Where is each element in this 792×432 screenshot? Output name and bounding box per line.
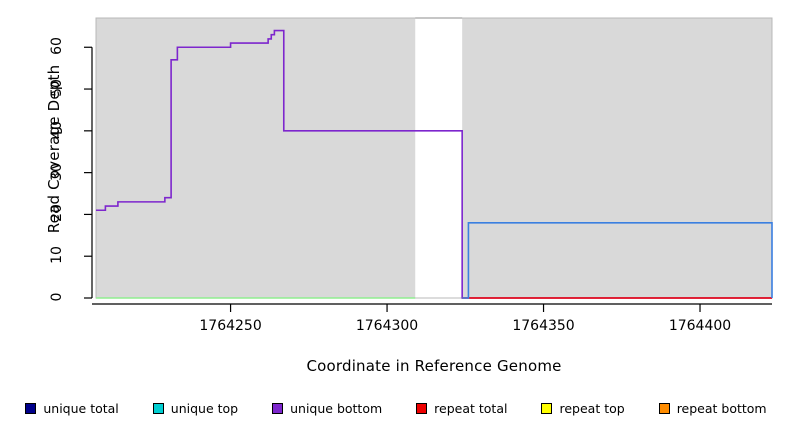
legend-label: unique top <box>170 400 239 416</box>
legend-item[interactable]: unique total <box>25 401 152 416</box>
legend-label: repeat total <box>434 400 508 416</box>
legend-label: unique total <box>43 400 119 416</box>
y-tick-label-wrap: 0 <box>40 289 74 307</box>
legend-swatch-icon <box>152 402 164 414</box>
y-tick-label: 20 <box>49 204 65 223</box>
y-tick-label-wrap: 40 <box>40 121 74 140</box>
y-tick-label-wrap: 20 <box>40 205 74 223</box>
legend-item[interactable]: unique top <box>152 400 272 416</box>
legend-swatch-icon <box>658 402 670 414</box>
x-axis-title: Coordinate in Reference Genome <box>306 357 562 375</box>
legend-item[interactable]: unique bottom <box>272 401 416 416</box>
legend-label: repeat bottom <box>676 400 767 416</box>
legend-swatch-icon <box>541 402 553 414</box>
legend-swatch-icon <box>272 402 284 414</box>
x-tick-label: 1764350 <box>512 318 575 334</box>
series-line-unique-total-right <box>462 221 773 299</box>
legend-label: unique bottom <box>290 400 383 416</box>
series-line-unique-bottom <box>96 29 772 299</box>
legend-label: repeat top <box>559 400 625 416</box>
coverage-gap-region <box>415 18 463 298</box>
legend-item[interactable]: repeat total <box>416 401 541 416</box>
chart-legend: unique total unique top unique bottom repea… <box>0 398 792 418</box>
y-tick-label: 30 <box>49 162 65 181</box>
y-tick-label: 50 <box>49 79 65 97</box>
y-tick-label-wrap: 50 <box>40 79 74 98</box>
x-tick-label: 1764300 <box>355 318 419 334</box>
y-tick-label-wrap: 60 <box>40 37 74 56</box>
y-tick-label-wrap: 30 <box>40 163 74 182</box>
legend-swatch-icon <box>25 402 37 414</box>
plot-border <box>95 17 773 299</box>
legend-item[interactable]: repeat bottom <box>658 400 767 416</box>
y-tick-label: 40 <box>49 120 65 139</box>
x-tick-label: 1764250 <box>199 318 262 334</box>
y-tick-label: 10 <box>49 246 65 265</box>
y-tick-label-wrap: 10 <box>40 246 74 265</box>
legend-item[interactable]: repeat top <box>541 401 658 416</box>
x-tick-label: 1764400 <box>668 318 732 334</box>
legend-swatch-icon <box>416 402 428 414</box>
y-tick-label: 0 <box>49 292 65 302</box>
y-tick-label: 60 <box>49 37 65 56</box>
